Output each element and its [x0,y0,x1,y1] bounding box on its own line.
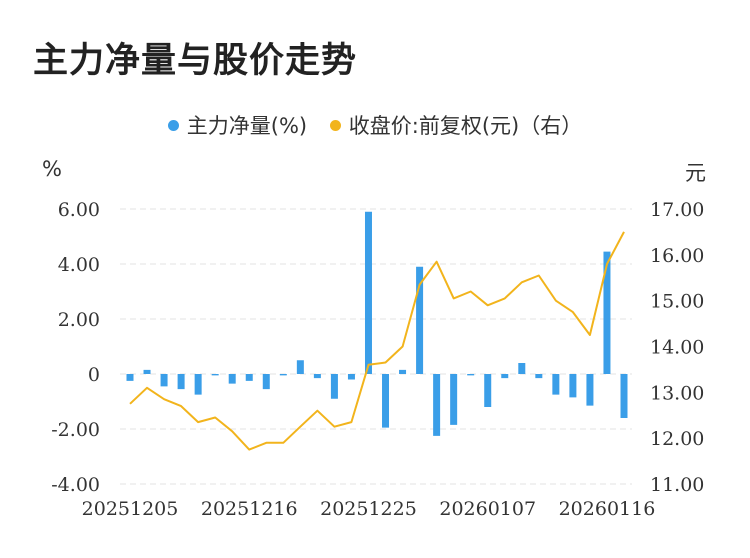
net-volume-bar [160,374,168,387]
net-volume-bar [143,369,151,374]
net-volume-bar [347,374,355,380]
net-volume-bar [620,374,628,418]
left-axis-tick-label: 2.00 [58,309,100,331]
net-volume-bar [467,374,475,376]
net-volume-bar [262,374,270,390]
x-axis-tick-label: 20251225 [320,498,417,520]
net-volume-bar [194,374,202,395]
legend-close-price-marker [329,120,341,131]
net-volume-bar [535,374,543,379]
net-volume-bar [364,211,372,374]
net-volume-bar [296,360,304,374]
net-volume-bar [177,374,185,390]
net-volume-bar [228,374,236,384]
net-volume-bar [450,374,458,425]
net-volume-bar [501,374,509,379]
net-volume-bar [211,374,219,376]
close-price-line [129,231,625,451]
net-volume-bar [399,369,407,374]
left-axis-unit: % [42,157,62,181]
net-volume-bar [518,363,526,374]
net-volume-bar [245,374,253,381]
right-axis-tick-label: 12.00 [650,428,704,450]
net-volume-bar [330,374,338,399]
net-volume-bar [552,374,560,395]
right-axis-tick-label: 11.00 [650,474,704,496]
net-volume-bar [603,251,611,374]
right-axis-tick-label: 16.00 [650,245,704,267]
left-axis-tick-label: 6.00 [58,199,100,221]
left-axis-tick-label: 4.00 [58,254,100,276]
legend-item-close-price[interactable]: 收盘价:前复权(元)（右） [329,110,583,140]
net-volume-bar [279,374,287,376]
x-axis-tick-label: 20260116 [559,498,656,520]
net-volume-bar [313,374,321,379]
x-axis-tick-label: 20251216 [201,498,298,520]
right-axis-tick-label: 14.00 [650,337,704,359]
right-axis-tick-label: 15.00 [650,291,704,313]
net-volume-bar [126,374,134,381]
chart-title: 主力净量与股价走势 [33,41,358,81]
right-axis-unit: 元 [685,161,706,185]
legend-net-volume-label: 主力净量(%) [186,114,308,138]
left-axis-tick-label: -2.00 [51,419,100,441]
net-volume-bar [382,374,390,428]
x-axis-tick-label: 20260107 [439,498,536,520]
x-axis-tick-label: 20251205 [82,498,179,520]
net-volume-bar [416,266,424,374]
legend-close-price-label: 收盘价:前复权(元)（右） [348,114,583,138]
net-volume-bar [569,374,577,398]
right-axis-tick-label: 13.00 [650,382,704,404]
legend-item-net-volume[interactable]: 主力净量(%) [167,110,308,140]
net-volume-bar [586,374,594,406]
net-volume-bar [484,374,492,407]
left-axis-tick-label: -4.00 [51,474,100,496]
legend-net-volume-marker [167,120,179,131]
right-axis-tick-label: 17.00 [650,199,704,221]
net-volume-bar [433,374,441,436]
left-axis-tick-label: 0 [88,364,100,386]
chart-legend: 主力净量(%) 收盘价:前复权(元)（右） [0,110,750,140]
